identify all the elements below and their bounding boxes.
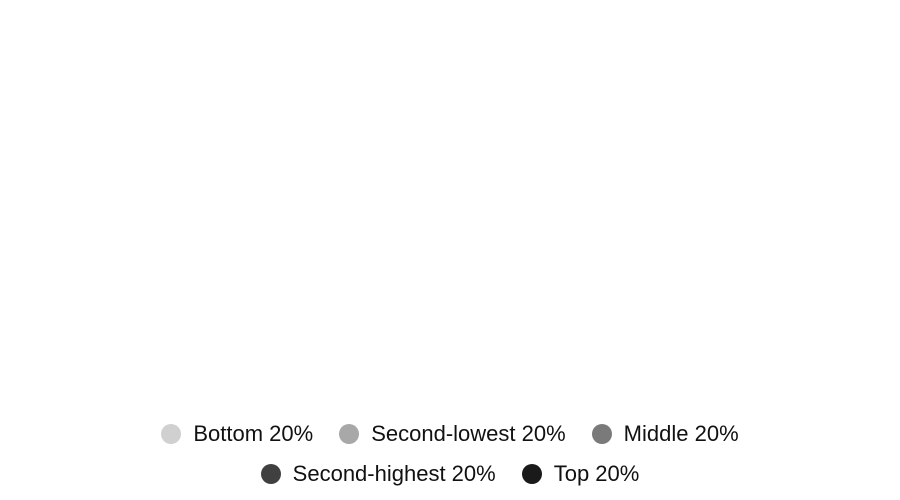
plot-area [0, 0, 900, 400]
legend-item[interactable]: Middle 20% [591, 421, 739, 447]
legend-label: Second-lowest 20% [371, 421, 566, 446]
legend-label: Middle 20% [623, 421, 739, 446]
legend-label: Second-highest 20% [292, 461, 496, 486]
legend-item[interactable]: Top 20% [521, 461, 640, 487]
legend-item[interactable]: Bottom 20% [161, 421, 313, 447]
legend-swatch [161, 424, 182, 444]
legend-swatch [260, 464, 281, 484]
legend-item[interactable]: Second-lowest 20% [339, 421, 566, 447]
legend-label: Bottom 20% [193, 421, 314, 446]
legend-swatch [339, 424, 360, 444]
chart-legend: Bottom 20% Second-lowest 20% Middle 20% Se… [0, 414, 900, 494]
legend-swatch [591, 424, 612, 444]
legend-item[interactable]: Second-highest 20% [260, 461, 496, 487]
legend-row-2: Second-highest 20% Top 20% [0, 454, 900, 494]
legend-swatch [521, 464, 542, 484]
legend-label: Top 20% [553, 461, 640, 486]
legend-row-1: Bottom 20% Second-lowest 20% Middle 20% [0, 414, 900, 454]
